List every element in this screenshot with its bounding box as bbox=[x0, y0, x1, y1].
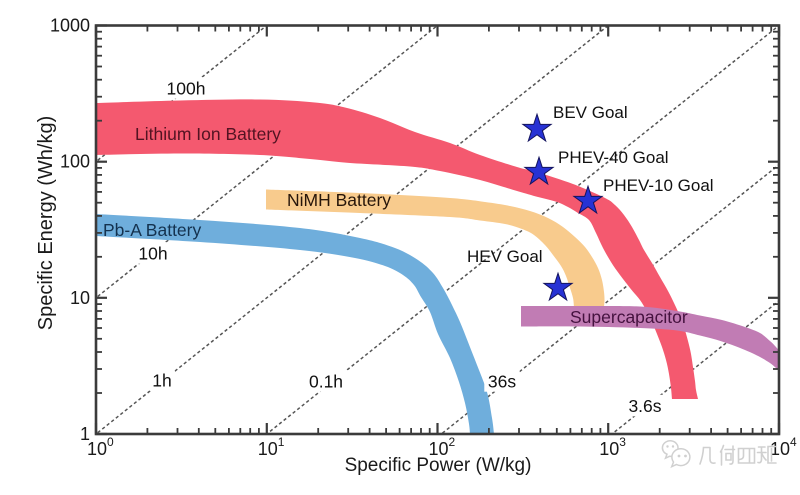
svg-text:100h: 100h bbox=[167, 78, 206, 98]
svg-text:36s: 36s bbox=[488, 371, 516, 391]
svg-text:Lithium Ion Battery: Lithium Ion Battery bbox=[135, 124, 281, 144]
svg-text:HEV Goal: HEV Goal bbox=[467, 247, 543, 266]
svg-text:0: 0 bbox=[107, 435, 114, 449]
svg-text:2: 2 bbox=[449, 435, 456, 449]
svg-text:10: 10 bbox=[599, 439, 619, 459]
svg-text:Specific Power (W/kg): Specific Power (W/kg) bbox=[345, 455, 532, 476]
svg-text:1000: 1000 bbox=[50, 16, 90, 36]
svg-text:10: 10 bbox=[429, 439, 449, 459]
svg-text:Supercapacitor: Supercapacitor bbox=[570, 307, 688, 327]
svg-text:Specific Energy (Wh/kg): Specific Energy (Wh/kg) bbox=[35, 116, 57, 331]
svg-text:1: 1 bbox=[278, 435, 285, 449]
svg-text:10: 10 bbox=[87, 439, 107, 459]
svg-text:1h: 1h bbox=[152, 370, 171, 390]
svg-text:PHEV-40 Goal: PHEV-40 Goal bbox=[558, 148, 669, 167]
svg-text:NiMH Battery: NiMH Battery bbox=[287, 190, 391, 210]
svg-text:1: 1 bbox=[80, 424, 90, 444]
svg-text:4: 4 bbox=[790, 435, 797, 449]
svg-text:10: 10 bbox=[70, 288, 90, 308]
svg-text:10h: 10h bbox=[138, 243, 167, 263]
svg-text:PHEV-10 Goal: PHEV-10 Goal bbox=[603, 176, 714, 195]
svg-text:100: 100 bbox=[60, 152, 90, 172]
svg-text:BEV Goal: BEV Goal bbox=[553, 103, 628, 122]
svg-text:10: 10 bbox=[770, 439, 790, 459]
svg-text:3: 3 bbox=[619, 435, 626, 449]
svg-text:3.6s: 3.6s bbox=[628, 396, 661, 416]
svg-text:10: 10 bbox=[258, 439, 278, 459]
svg-text:0.1h: 0.1h bbox=[309, 371, 343, 391]
svg-text:Pb-A Battery: Pb-A Battery bbox=[103, 220, 201, 240]
